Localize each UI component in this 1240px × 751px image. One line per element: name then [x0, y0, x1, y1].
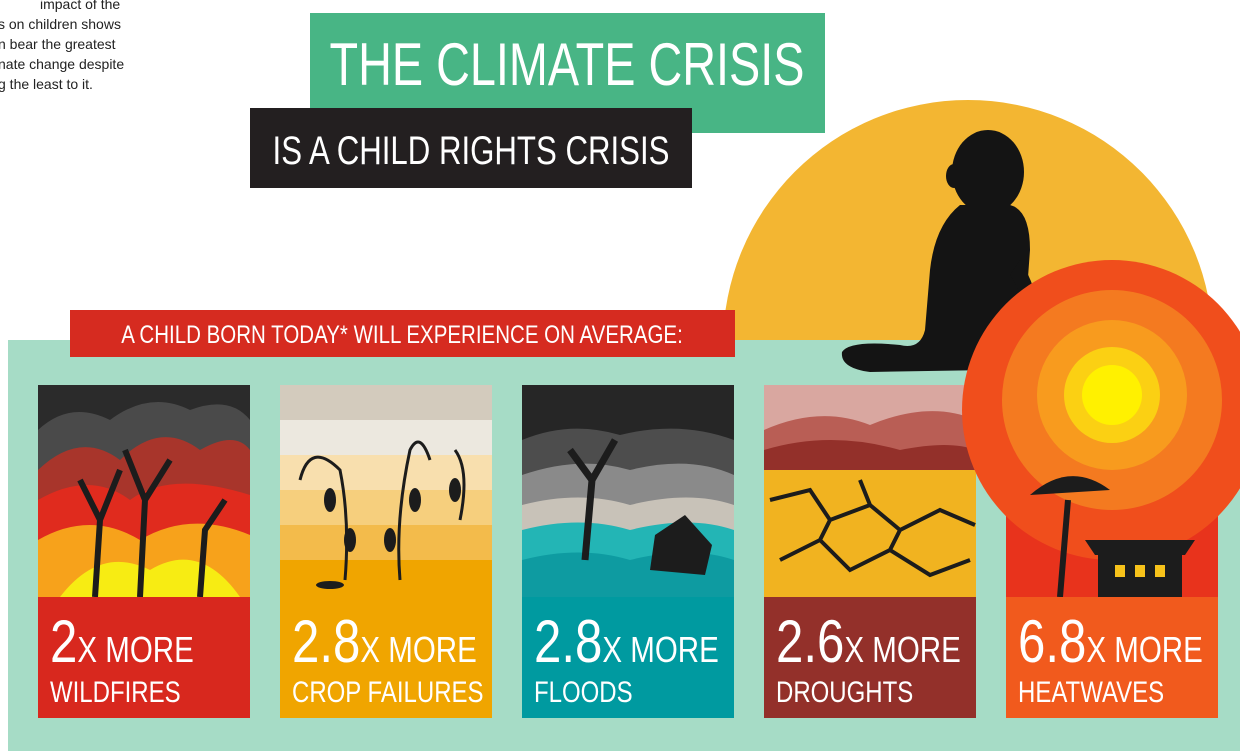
intro-line: g the least to it. [0, 76, 93, 92]
unit: X MORE [844, 629, 960, 669]
banner-text: A CHILD BORN TODAY* WILL EXPERIENCE ON A… [121, 320, 683, 348]
intro-line: s on children shows [0, 16, 121, 32]
flood-illustration [522, 385, 734, 597]
wildfire-illustration [38, 385, 250, 597]
unit: X MORE [360, 629, 476, 669]
unit: X MORE [602, 629, 718, 669]
multiplier: 2.8 [292, 607, 360, 675]
intro-line: impact of the [40, 0, 120, 12]
multiplier: 6.8 [1018, 607, 1086, 675]
card-label: FLOODS [534, 674, 633, 708]
intro-line: n bear the greatest [0, 36, 116, 52]
card-label: DROUGHTS [776, 674, 913, 708]
multiplier: 2.8 [534, 607, 602, 675]
title: THE CLIMATE CRISIS [330, 31, 805, 98]
drought-illustration [764, 385, 976, 597]
card-label: HEATWAVES [1018, 674, 1164, 708]
infographic: impact of the s on children shows n bear… [0, 0, 1240, 751]
crop-illustration [280, 385, 492, 597]
card-label: CROP FAILURES [292, 674, 484, 708]
intro-line: nate change despite [0, 56, 124, 72]
card-label: WILDFIRES [50, 674, 181, 708]
multiplier: 2.6 [776, 607, 844, 675]
multiplier: 2 [50, 607, 77, 675]
subtitle: IS A CHILD RIGHTS CRISIS [273, 128, 670, 173]
unit: X MORE [1086, 629, 1202, 669]
intro-text: impact of the s on children shows n bear… [0, 0, 124, 92]
unit: X MORE [77, 629, 193, 669]
